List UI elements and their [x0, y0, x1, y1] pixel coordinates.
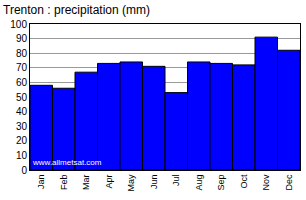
svg-text:Trenton : precipitation (mm): Trenton : precipitation (mm)	[3, 3, 150, 17]
svg-text:Aug: Aug	[194, 175, 204, 191]
svg-text:www.allmetsat.com: www.allmetsat.com	[32, 158, 102, 167]
svg-text:60: 60	[16, 77, 28, 88]
svg-text:Feb: Feb	[59, 175, 69, 191]
svg-text:Nov: Nov	[261, 174, 271, 191]
svg-text:Apr: Apr	[104, 175, 114, 189]
svg-text:100: 100	[10, 19, 27, 30]
svg-text:40: 40	[16, 106, 28, 117]
svg-text:30: 30	[16, 121, 28, 132]
svg-text:Mar: Mar	[81, 175, 91, 191]
svg-text:Sep: Sep	[216, 175, 226, 191]
svg-text:Jun: Jun	[149, 175, 159, 190]
svg-text:10: 10	[16, 150, 28, 161]
svg-text:0: 0	[21, 165, 27, 176]
svg-text:Jul: Jul	[171, 175, 181, 187]
svg-text:Dec: Dec	[284, 174, 294, 191]
svg-text:80: 80	[16, 48, 28, 59]
svg-text:50: 50	[16, 92, 28, 103]
svg-text:20: 20	[16, 135, 28, 146]
svg-text:Jan: Jan	[36, 175, 46, 190]
svg-text:90: 90	[16, 33, 28, 44]
svg-text:Oct: Oct	[239, 174, 249, 189]
svg-text:70: 70	[16, 62, 28, 73]
svg-text:May: May	[126, 174, 136, 192]
